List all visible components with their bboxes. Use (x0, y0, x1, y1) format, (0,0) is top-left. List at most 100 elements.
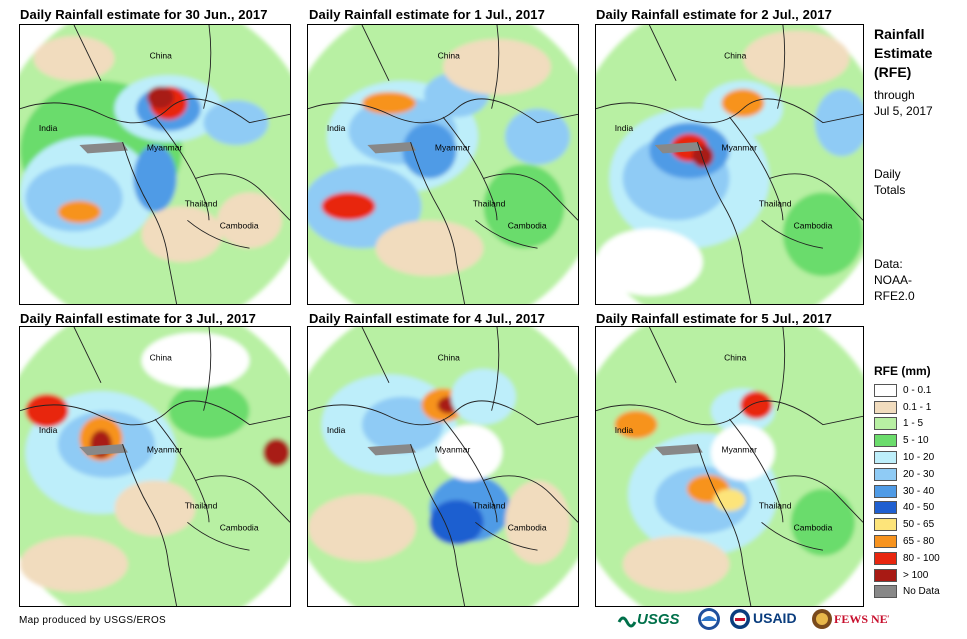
legend-item: 30 - 40 (874, 483, 940, 500)
panel-title: Daily Rainfall estimate for 4 Jul., 2017 (309, 311, 545, 326)
rfe-heading-line: Estimate (874, 45, 933, 61)
country-label-china: China (438, 50, 460, 60)
logo-strip: USGS USAID FEWS NET (617, 606, 897, 632)
country-label-india: India (39, 123, 58, 133)
country-label-india: India (327, 425, 346, 435)
country-border (195, 173, 290, 221)
country-label-china: China (724, 50, 746, 60)
country-border (122, 444, 178, 606)
country-label-myanmar: Myanmar (721, 445, 757, 455)
country-label-china: China (438, 352, 460, 362)
map-credit: Map produced by USGS/EROS (19, 615, 167, 626)
legend-swatch (874, 501, 897, 515)
legend-item: 65 - 80 (874, 533, 940, 550)
legend-item: 80 - 100 (874, 550, 940, 567)
legend-swatch (874, 551, 897, 565)
legend-item: 0.1 - 1 (874, 399, 940, 416)
country-label-cambodia: Cambodia (220, 221, 259, 231)
legend-swatch (874, 434, 897, 448)
legend-swatch (874, 467, 897, 481)
country-label-thailand: Thailand (759, 198, 792, 208)
country-label-thailand: Thailand (473, 500, 506, 510)
country-border (777, 25, 786, 109)
legend-label: 0.1 - 1 (903, 401, 932, 413)
legend-item: No Data (874, 584, 940, 601)
country-border (195, 475, 290, 523)
map-canvas: China India Myanmar Thailand Cambodia (596, 327, 863, 606)
panel-title: Daily Rainfall estimate for 2 Jul., 2017 (596, 7, 832, 22)
country-border (761, 219, 824, 249)
legend-label: 0 - 0.1 (903, 384, 932, 396)
country-border (483, 173, 578, 221)
country-label-india: India (615, 425, 634, 435)
legend-item: 50 - 65 (874, 516, 940, 533)
map-canvas: China India Myanmar Thailand Cambodia (308, 25, 578, 304)
rfe-legend: RFE (mm) 0 - 0.1 0.1 - 1 1 - 5 5 - 10 10 - 2… (874, 364, 940, 600)
no-data-area (654, 142, 703, 154)
totals-label: Totals (874, 183, 906, 197)
rainfall-field (596, 327, 863, 606)
country-label-myanmar: Myanmar (147, 445, 183, 455)
end-date: Jul 5, 2017 (874, 104, 933, 118)
rainfall-field (308, 327, 578, 606)
country-border (154, 418, 210, 523)
data-label: Data: (874, 257, 903, 271)
legend-item: 20 - 30 (874, 466, 940, 483)
legend-label: 1 - 5 (903, 418, 924, 430)
country-border (596, 400, 863, 426)
legend-label: No Data (903, 586, 940, 598)
map-canvas: China India Myanmar Thailand Cambodia (20, 25, 290, 304)
legend-label: 20 - 30 (903, 468, 935, 480)
daily-label: Daily (874, 167, 901, 181)
legend-item: > 100 (874, 567, 940, 584)
legend-label: 65 - 80 (903, 536, 935, 548)
country-label-thailand: Thailand (185, 198, 218, 208)
country-border (73, 327, 102, 383)
legend-item: 10 - 20 (874, 449, 940, 466)
country-border (491, 25, 500, 109)
country-label-china: China (150, 50, 172, 60)
legend-swatch (874, 383, 897, 397)
country-border (648, 25, 677, 81)
country-label-india: India (615, 123, 634, 133)
country-border (308, 400, 578, 426)
country-border (203, 327, 212, 411)
country-border (73, 25, 102, 81)
rfe-heading-line: Rainfall (874, 26, 925, 42)
country-label-myanmar: Myanmar (435, 445, 471, 455)
daily-totals: Daily Totals (874, 166, 905, 198)
usaid-wordmark: USAID (753, 610, 797, 626)
fews-wordmark: FEWS NET (834, 612, 889, 626)
country-border (697, 142, 752, 304)
country-label-india: India (327, 123, 346, 133)
panel-title: Daily Rainfall estimate for 3 Jul., 2017 (20, 311, 256, 326)
map-canvas: China India Myanmar Thailand Cambodia (308, 327, 578, 606)
country-border (483, 475, 578, 523)
country-label-myanmar: Myanmar (147, 143, 183, 153)
country-label-cambodia: Cambodia (794, 523, 833, 533)
country-label-china: China (150, 352, 172, 362)
usaid-logo: USAID (729, 607, 803, 631)
rainfall-map: China India Myanmar Thailand Cambodia (19, 326, 291, 607)
country-label-cambodia: Cambodia (220, 523, 259, 533)
no-data-area (79, 142, 128, 154)
data-source: Data: NOAA- RFE2.0 (874, 256, 915, 304)
rainfall-field (308, 25, 578, 304)
usgs-logo: USGS (617, 608, 689, 630)
source-line: NOAA- (874, 273, 913, 287)
legend-title: RFE (mm) (874, 364, 931, 378)
country-border (491, 327, 500, 411)
country-border (442, 418, 498, 523)
legend-label: > 100 (903, 569, 929, 581)
country-border (203, 25, 212, 109)
country-border (20, 400, 290, 426)
map-canvas: China India Myanmar Thailand Cambodia (20, 327, 290, 606)
country-border (410, 444, 466, 606)
country-border (187, 219, 250, 249)
legend-swatch (874, 417, 897, 431)
country-border (729, 418, 784, 523)
country-border (475, 521, 538, 551)
country-border (729, 116, 784, 221)
country-border (769, 173, 863, 221)
fews-net-logo: FEWS NET (811, 607, 889, 631)
